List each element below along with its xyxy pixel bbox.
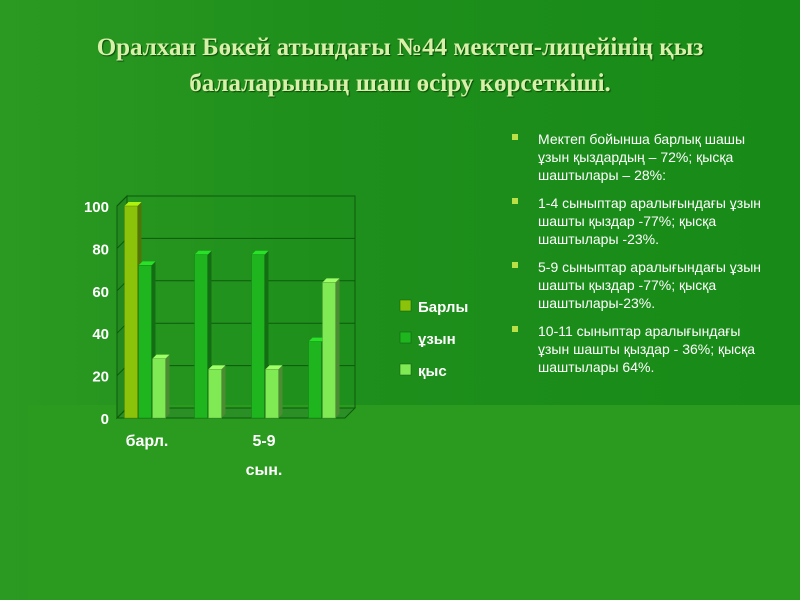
bar-top (208, 365, 226, 370)
bar (208, 368, 222, 419)
title-line-1: Оралхан Бөкей атындағы №44 мектеп-лицейі… (96, 34, 704, 61)
bar-top (138, 261, 156, 266)
bullet-icon (512, 134, 518, 140)
bullet-text: 5-9 сыныптар аралығындағы ұзын шашты қыз… (538, 259, 761, 311)
bar (251, 254, 265, 419)
bullet-icon (512, 326, 518, 332)
x-tick-label: барл. (126, 433, 169, 450)
bar-side (278, 365, 283, 418)
legend-swatch (399, 299, 412, 312)
bar-top (194, 250, 212, 255)
bar-side (221, 365, 226, 418)
legend-label: ұзын (418, 331, 456, 348)
bar-top (265, 365, 283, 370)
bar (194, 254, 208, 419)
bar (124, 205, 138, 419)
lower-background-panel (28, 405, 800, 600)
gridline (116, 195, 355, 207)
bar-side (165, 354, 170, 418)
slide-title: Оралхан Бөкей атындағы №44 мектеп-лицейі… (40, 30, 760, 102)
bar (152, 358, 166, 419)
legend-label: Барлы (418, 299, 468, 316)
bullet-item: Мектеп бойынша барлық шашы ұзын қыздарды… (512, 130, 774, 184)
y-tick-label: 60 (92, 284, 109, 301)
bar-top (308, 337, 326, 342)
bar (265, 368, 279, 419)
y-tick-label: 0 (101, 411, 109, 428)
bar-top (322, 278, 340, 283)
bar (138, 265, 152, 419)
bullet-item: 1-4 сыныптар аралығындағы ұзын шашты қыз… (512, 194, 774, 248)
y-tick-label: 100 (84, 199, 109, 216)
bar-side (335, 278, 340, 418)
x-tick-label: сын. (246, 462, 283, 479)
bar-top (152, 354, 170, 359)
bar-top (124, 202, 142, 206)
title-line-2: балаларының шаш өсіру көрсеткіші. (189, 70, 611, 97)
legend-swatch (399, 331, 412, 344)
bullet-list: Мектеп бойынша барлық шашы ұзын қыздарды… (512, 130, 774, 386)
y-tick-label: 20 (92, 369, 109, 386)
bullet-icon (512, 262, 518, 268)
x-tick-label: 5-9 (252, 433, 275, 450)
gridline (116, 237, 355, 249)
bullet-text: Мектеп бойынша барлық шашы ұзын қыздарды… (538, 131, 746, 183)
bullet-item: 10-11 сыныптар аралығындағы ұзын шашты қ… (512, 322, 774, 376)
legend-swatch (399, 363, 412, 376)
bullet-text: 10-11 сыныптар аралығындағы ұзын шашты қ… (538, 323, 756, 375)
bullet-text: 1-4 сыныптар аралығындағы ұзын шашты қыз… (538, 195, 761, 247)
bullet-item: 5-9 сыныптар аралығындағы ұзын шашты қыз… (512, 258, 774, 312)
bullet-icon (512, 198, 518, 204)
bar-top (251, 250, 269, 255)
bar (322, 282, 336, 419)
y-tick-label: 80 (92, 241, 109, 258)
y-tick-label: 40 (92, 326, 109, 343)
legend-label: қыс (418, 363, 447, 380)
bar (308, 341, 322, 419)
